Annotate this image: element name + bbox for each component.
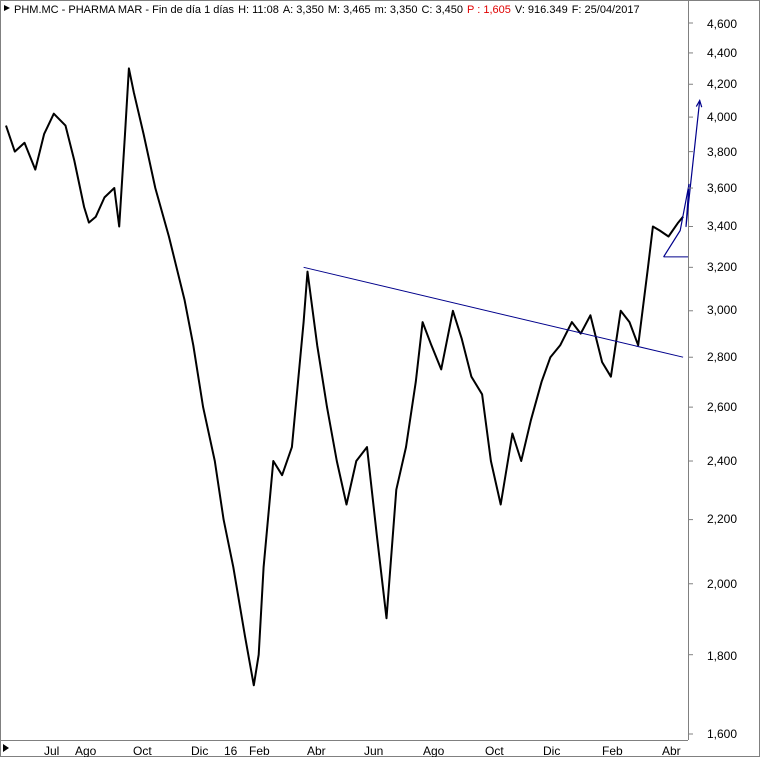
y-tick: 2,200 xyxy=(707,512,737,526)
y-tick: 4,000 xyxy=(707,110,737,124)
x-tick: Ago xyxy=(75,744,97,757)
x-tick: Jul xyxy=(44,744,59,757)
plot-area xyxy=(5,22,703,735)
header-close: C: 3,450 xyxy=(421,4,463,16)
y-tick: 2,600 xyxy=(707,400,737,414)
header-volume: V: 916.349 xyxy=(515,4,568,16)
header-high: H: 11:08 xyxy=(238,4,279,16)
arrowhead-icon xyxy=(695,98,703,108)
x-tick: Oct xyxy=(485,744,504,757)
x-tick: Feb xyxy=(602,744,623,757)
y-tick: 4,400 xyxy=(707,46,737,60)
y-axis: 4,600 4,400 4,200 4,000 3,800 3,600 3,40… xyxy=(707,17,737,741)
x-axis: Jul Ago Oct Dic 16 Feb Abr Jun Ago Oct D… xyxy=(3,744,681,757)
y-tick: 3,000 xyxy=(707,303,737,317)
x-tick: Abr xyxy=(662,744,681,757)
scroll-left-icon[interactable] xyxy=(3,744,9,752)
svg-text:PHM.MC - PHARMA MAR - Fin de d: PHM.MC - PHARMA MAR - Fin de día 1 días H… xyxy=(14,4,640,16)
caret-icon xyxy=(4,5,10,11)
y-tick: 4,600 xyxy=(707,17,737,31)
price-line xyxy=(5,67,684,687)
x-tick: Dic xyxy=(191,744,208,757)
projection-line xyxy=(663,100,701,258)
x-tick: Abr xyxy=(307,744,326,757)
y-tick: 4,200 xyxy=(707,77,737,91)
x-tick: Feb xyxy=(249,744,270,757)
y-tick: 1,600 xyxy=(707,727,737,741)
y-tick: 2,000 xyxy=(707,577,737,591)
trend-line xyxy=(303,266,684,358)
header-date: F: 25/04/2017 xyxy=(572,4,640,16)
x-tick: Oct xyxy=(133,744,152,757)
header-min: m: 3,350 xyxy=(375,4,418,16)
x-tick: Ago xyxy=(423,744,445,757)
x-tick: Dic xyxy=(543,744,560,757)
y-tick: 2,800 xyxy=(707,350,737,364)
header-ticker: PHM.MC - PHARMA MAR - Fin de día 1 días xyxy=(14,4,235,16)
header-max: M: 3,465 xyxy=(328,4,371,16)
header-pct: P : 1,605 xyxy=(467,4,511,16)
y-tick: 2,400 xyxy=(707,454,737,468)
x-tick: Jun xyxy=(364,744,383,757)
header: PHM.MC - PHARMA MAR - Fin de día 1 días H… xyxy=(4,4,640,16)
header-open: A: 3,350 xyxy=(283,4,324,16)
y-tick: 3,600 xyxy=(707,181,737,195)
y-tick: 3,400 xyxy=(707,219,737,233)
y-tick: 1,800 xyxy=(707,649,737,663)
x-tick: 16 xyxy=(224,744,238,757)
y-tick: 3,200 xyxy=(707,260,737,274)
y-tick: 3,800 xyxy=(707,145,737,159)
